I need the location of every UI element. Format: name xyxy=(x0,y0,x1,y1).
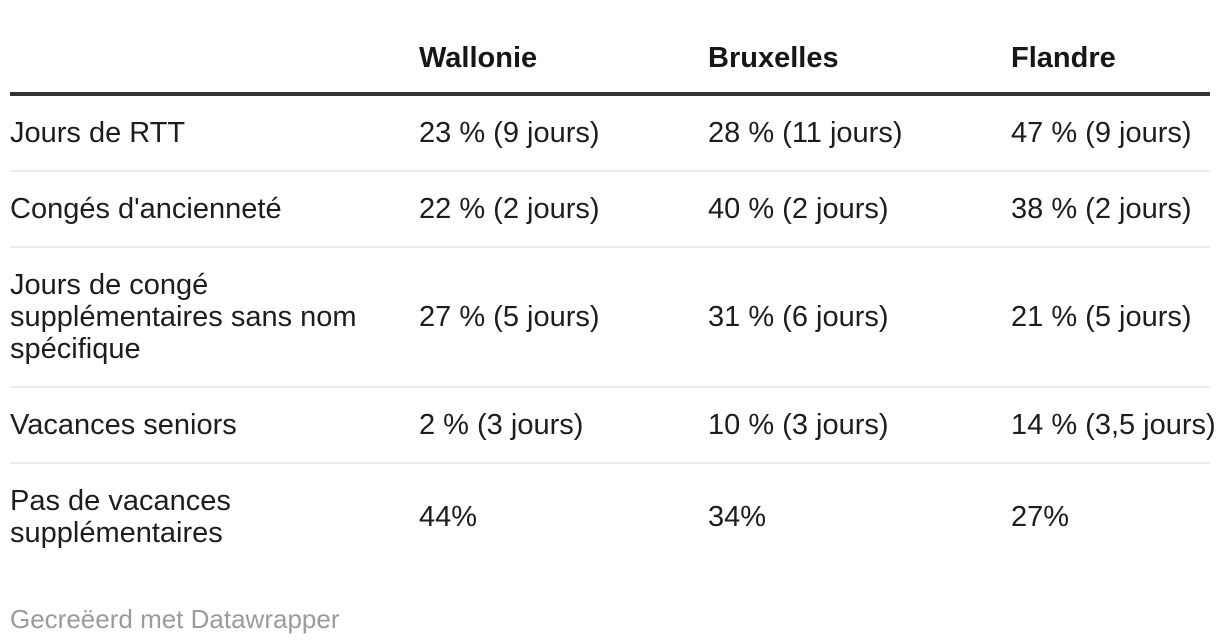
table-cell-wallonie: 23 % (9 jours) xyxy=(419,117,600,149)
row-label: Pas de vacances supplémentaires xyxy=(10,485,231,549)
table-row: Jours de congé supplémentaires sans nom … xyxy=(10,247,1210,387)
table-cell-flandre: 14 % (3,5 jours) xyxy=(1011,409,1216,441)
header-row: Wallonie Bruxelles Flandre xyxy=(10,0,1210,94)
datawrapper-attribution-link[interactable]: Gecreëerd met Datawrapper xyxy=(10,604,340,634)
table-row: Vacances seniors 2 % (3 jours) 10 % (3 j… xyxy=(10,387,1216,463)
table-cell-flandre: 38 % (2 jours) xyxy=(1011,193,1192,225)
table-cell-wallonie: 2 % (3 jours) xyxy=(419,409,584,441)
column-header-flandre: Flandre xyxy=(1011,42,1116,74)
table-cell-flandre: 47 % (9 jours) xyxy=(1011,117,1192,149)
column-header-bruxelles: Bruxelles xyxy=(708,42,839,74)
table-cell-flandre: 27% xyxy=(1011,501,1070,533)
vacation-days-table: Wallonie Bruxelles Flandre Jours de RTT … xyxy=(10,0,1216,570)
table-cell-wallonie: 27 % (5 jours) xyxy=(419,301,600,333)
table-cell-wallonie: 22 % (2 jours) xyxy=(419,193,600,225)
table-cell-bruxelles: 40 % (2 jours) xyxy=(708,193,889,225)
table-cell-wallonie: 44% xyxy=(419,501,478,533)
table-cell-bruxelles: 31 % (6 jours) xyxy=(708,301,889,333)
table-row: Pas de vacances supplémentaires 44% 34% … xyxy=(10,463,1210,570)
table-row: Jours de RTT 23 % (9 jours) 28 % (11 jou… xyxy=(10,94,1210,171)
row-label: Congés d'ancienneté xyxy=(10,193,282,225)
table-cell-bruxelles: 10 % (3 jours) xyxy=(708,409,889,441)
table-row: Congés d'ancienneté 22 % (2 jours) 40 % … xyxy=(10,171,1210,247)
column-header-wallonie: Wallonie xyxy=(419,42,538,74)
row-label: Vacances seniors xyxy=(10,409,237,441)
table-cell-bruxelles: 28 % (11 jours) xyxy=(708,117,903,149)
row-label: Jours de RTT xyxy=(10,117,186,149)
row-label: Jours de congé supplémentaires sans nom … xyxy=(10,269,357,365)
table-cell-bruxelles: 34% xyxy=(708,501,767,533)
column-header-empty xyxy=(10,0,419,94)
table-cell-flandre: 21 % (5 jours) xyxy=(1011,301,1192,333)
